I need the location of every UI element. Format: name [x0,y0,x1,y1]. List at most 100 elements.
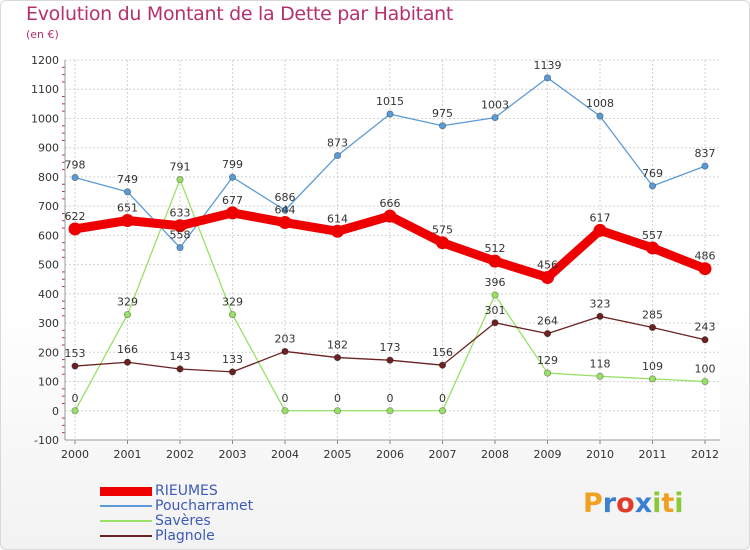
data-point [176,175,184,184]
data-label: 0 [387,392,394,405]
data-point [333,407,342,415]
data-point [281,407,289,415]
logo-letter: i [674,488,684,519]
data-point [121,213,134,227]
data-label: 0 [282,392,289,405]
data-label: 323 [590,297,611,310]
data-label: 118 [590,357,611,370]
logo-letter: i [652,488,662,519]
data-point [278,216,292,230]
data-point [436,236,449,250]
data-point [281,206,289,214]
data-point [173,219,187,233]
data-point [71,362,79,370]
data-label: 329 [117,296,138,309]
logo-letter: P [583,488,603,519]
data-label: 677 [222,194,243,207]
data-label: 396 [485,276,506,289]
data-label: 686 [275,191,296,204]
y-tick-label: 500 [38,259,59,272]
data-label: 0 [334,392,341,405]
data-point [438,361,447,369]
y-tick-label: 1000 [31,112,59,125]
data-point [593,223,607,237]
data-point [333,151,342,160]
legend-item: Poucharramet [100,498,400,514]
legend-swatch [100,520,152,522]
legend-item: RIEUMES [100,483,400,499]
data-label: 666 [380,197,401,210]
data-point [648,375,657,383]
data-point [488,254,502,268]
data-label: 156 [432,346,453,359]
data-point [71,173,79,182]
data-point [596,372,604,380]
data-point [543,74,552,82]
data-label: 769 [642,167,663,180]
data-point [438,122,447,130]
data-label: 622 [65,210,86,223]
data-label: 264 [537,315,558,328]
data-point [438,407,447,415]
data-label: 1015 [376,95,404,108]
logo-letter: t [661,488,675,519]
y-tick-label: 300 [38,317,59,330]
x-tick-label: 2004 [271,448,299,461]
x-tick-label: 2008 [481,448,509,461]
data-label: 644 [275,204,296,217]
x-tick-label: 2010 [586,448,614,461]
y-tick-label: 600 [38,229,59,242]
legend-label: Poucharramet [155,498,254,514]
data-point [543,329,552,338]
data-point [596,312,604,320]
data-label: 166 [117,343,138,356]
data-point [226,206,239,220]
logo-letter: x [634,488,653,519]
data-point [386,356,394,364]
data-point [701,162,709,170]
data-point [68,222,82,236]
data-point [71,407,79,415]
legend-swatch [100,505,152,507]
x-tick-label: 2003 [219,448,247,461]
data-point [176,244,184,252]
data-label: 512 [485,242,506,255]
data-point [331,224,344,238]
proxiti-logo: Proxiti [583,488,684,519]
data-point [648,182,657,190]
data-label: 975 [432,107,453,120]
legend-item: Savères [100,513,400,529]
data-label: 1139 [534,59,562,72]
data-label: 614 [327,212,348,225]
data-label: 329 [222,296,243,309]
y-tick-label: -100 [34,434,59,447]
y-tick-label: 900 [38,142,59,155]
data-point [648,323,657,332]
data-point [123,310,132,319]
data-label: 791 [170,161,191,174]
y-tick-label: 700 [38,200,59,213]
data-label: 0 [439,392,446,405]
data-label: 133 [222,353,243,366]
data-label: 617 [590,211,611,224]
data-label: 285 [642,308,663,321]
x-tick-label: 2001 [114,448,142,461]
x-tick-label: 2007 [429,448,457,461]
data-point [541,270,554,284]
x-tick-label: 2000 [61,448,89,461]
data-point [701,336,709,344]
legend-label: Savères [155,513,211,529]
data-point [386,407,394,415]
data-point [491,113,499,122]
y-unit-label: (en €) [26,28,59,41]
legend-label: RIEUMES [155,483,218,499]
data-label: 456 [537,258,558,271]
data-point [543,369,552,377]
data-label: 109 [642,360,663,373]
legend-item: Plagnole [100,528,400,544]
y-tick-label: 100 [38,376,59,389]
data-point [123,188,132,196]
data-point [228,173,237,181]
data-label: 143 [170,350,191,363]
